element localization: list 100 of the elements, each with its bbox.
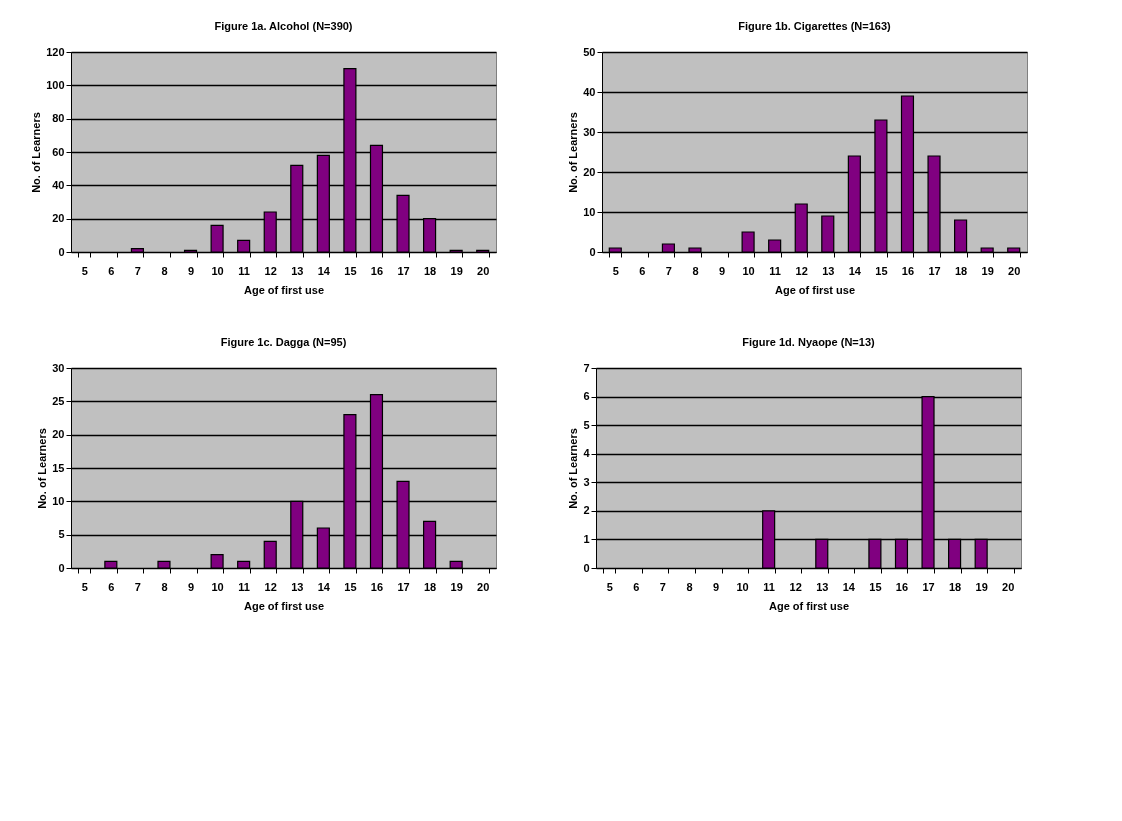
y-tick-label: 7 (583, 361, 590, 374)
x-tick-label: 14 (848, 264, 862, 277)
x-tick-label: 12 (789, 580, 802, 593)
x-tick-label: 10 (211, 264, 224, 277)
chart-title: Figure 1d. Nyaope (N=13) (742, 336, 875, 348)
y-tick-label: 100 (46, 78, 65, 91)
x-tick-label: 17 (928, 264, 941, 277)
x-tick-label: 15 (875, 264, 888, 277)
x-tick-label: 11 (763, 580, 775, 593)
x-tick-label: 18 (423, 580, 437, 593)
x-tick-label: 13 (816, 580, 829, 593)
x-tick-label: 16 (370, 264, 384, 277)
x-tick-label: 11 (769, 264, 781, 277)
x-tick-label: 9 (712, 580, 720, 593)
y-tick-label: 10 (583, 205, 596, 218)
y-tick-label: 120 (46, 45, 65, 58)
x-tick-label: 7 (665, 264, 672, 277)
x-tick-label: 5 (606, 580, 613, 593)
x-tick-label: 14 (317, 580, 331, 593)
x-tick-label: 13 (291, 264, 304, 277)
y-tick-label: 20 (583, 165, 596, 178)
x-tick-label: 6 (639, 264, 646, 277)
x-tick-label: 20 (477, 580, 490, 593)
x-tick-label: 10 (736, 580, 749, 593)
x-tick-label: 9 (187, 580, 195, 593)
x-tick-label: 9 (187, 264, 195, 277)
x-tick-label: 16 (895, 580, 909, 593)
x-tick-label: 19 (450, 264, 463, 277)
x-axis-title: Age of first use (243, 599, 325, 612)
y-tick-label: 3 (583, 475, 590, 488)
x-tick-label: 17 (922, 580, 935, 593)
x-tick-label: 7 (134, 264, 141, 277)
x-tick-label: 16 (901, 264, 915, 277)
x-tick-label: 13 (822, 264, 835, 277)
y-axis-title: No. of Learners (567, 112, 580, 193)
x-axis-title: Age of first use (774, 283, 856, 296)
x-tick-label: 6 (108, 580, 115, 593)
x-tick-label: 17 (397, 580, 410, 593)
y-tick-label: 60 (52, 145, 65, 158)
x-tick-label: 5 (612, 264, 619, 277)
y-tick-label: 30 (583, 125, 596, 138)
y-tick-label: 80 (52, 112, 65, 125)
y-tick-label: 0 (589, 245, 596, 258)
x-tick-label: 19 (450, 580, 463, 593)
x-tick-label: 10 (742, 264, 755, 277)
x-tick-label: 9 (718, 264, 726, 277)
x-tick-label: 19 (975, 580, 988, 593)
chart-title: Figure 1a. Alcohol (N=390) (214, 20, 353, 32)
x-tick-label: 14 (317, 264, 331, 277)
y-tick-label: 15 (52, 461, 65, 474)
x-tick-label: 16 (370, 580, 384, 593)
x-tick-label: 12 (795, 264, 808, 277)
y-tick-label: 50 (583, 45, 596, 58)
x-tick-label: 10 (211, 580, 224, 593)
x-tick-label: 18 (948, 580, 962, 593)
y-tick-label: 6 (583, 390, 590, 403)
x-tick-label: 18 (423, 264, 437, 277)
x-tick-label: 15 (344, 264, 357, 277)
x-tick-label: 14 (842, 580, 856, 593)
chart-title: Figure 1c. Dagga (N=95) (220, 336, 347, 348)
y-axis-title: No. of Learners (36, 428, 49, 509)
x-tick-label: 20 (1002, 580, 1015, 593)
x-tick-label: 11 (238, 264, 250, 277)
y-tick-label: 0 (58, 245, 65, 258)
x-tick-label: 8 (686, 580, 693, 593)
x-tick-label: 15 (344, 580, 357, 593)
y-tick-label: 0 (58, 561, 65, 574)
y-axis-title: No. of Learners (567, 428, 580, 509)
x-tick-label: 20 (1008, 264, 1021, 277)
y-tick-label: 20 (52, 212, 65, 225)
x-tick-label: 8 (161, 264, 168, 277)
x-tick-label: 13 (291, 580, 304, 593)
x-tick-label: 5 (81, 580, 88, 593)
x-tick-label: 7 (659, 580, 666, 593)
y-tick-label: 5 (583, 418, 590, 431)
x-tick-label: 19 (981, 264, 994, 277)
y-tick-label: 40 (52, 178, 65, 191)
x-tick-label: 8 (692, 264, 699, 277)
y-tick-label: 30 (52, 361, 65, 374)
y-axis-title: No. of Learners (30, 112, 43, 193)
y-tick-label: 10 (52, 494, 65, 507)
x-tick-label: 6 (108, 264, 115, 277)
x-tick-label: 20 (477, 264, 490, 277)
x-tick-label: 7 (134, 580, 141, 593)
x-tick-label: 12 (264, 580, 277, 593)
x-tick-label: 15 (869, 580, 882, 593)
y-tick-label: 5 (58, 528, 65, 541)
x-axis-title: Age of first use (768, 599, 850, 612)
y-tick-label: 20 (52, 428, 65, 441)
chart-title: Figure 1b. Cigarettes (N=163) (738, 20, 892, 32)
y-tick-label: 25 (52, 394, 65, 407)
x-tick-label: 8 (161, 580, 168, 593)
x-tick-label: 11 (238, 580, 250, 593)
y-tick-label: 40 (583, 85, 596, 98)
y-tick-label: 2 (583, 504, 590, 517)
y-tick-label: 4 (583, 447, 591, 460)
x-tick-label: 18 (954, 264, 968, 277)
x-axis-title: Age of first use (243, 283, 325, 296)
x-tick-label: 6 (633, 580, 640, 593)
x-tick-label: 5 (81, 264, 88, 277)
